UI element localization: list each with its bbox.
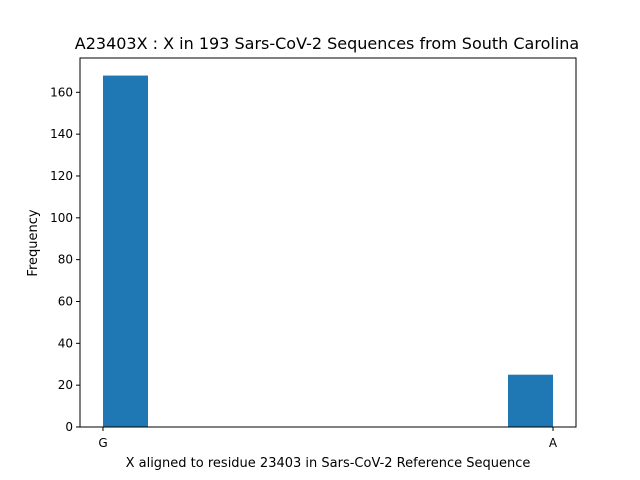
y-tick-label: 80 — [58, 253, 73, 267]
chart-title: A23403X : X in 193 Sars-CoV-2 Sequences … — [75, 34, 579, 53]
y-tick-label: 140 — [50, 127, 73, 141]
bar-A — [508, 374, 553, 427]
bar-G — [103, 75, 148, 428]
bars-group — [103, 75, 553, 428]
y-axis-ticks: 0 20 40 60 80 100 120 140 160 — [50, 85, 80, 434]
y-tick-label: 60 — [58, 294, 73, 308]
plot-frame — [79, 57, 577, 428]
y-tick-label: 0 — [65, 420, 73, 434]
y-tick-label: 160 — [50, 85, 73, 99]
y-tick-label: 40 — [58, 336, 73, 350]
y-axis-label: Frequency — [26, 209, 41, 276]
y-tick-label: 120 — [50, 169, 73, 183]
x-axis-label: X aligned to residue 23403 in Sars-CoV-2… — [126, 456, 531, 471]
y-tick-label: 100 — [50, 211, 73, 225]
x-tick-label-G: G — [98, 436, 107, 450]
x-tick-label-A: A — [549, 436, 558, 450]
y-tick-label: 20 — [58, 378, 73, 392]
